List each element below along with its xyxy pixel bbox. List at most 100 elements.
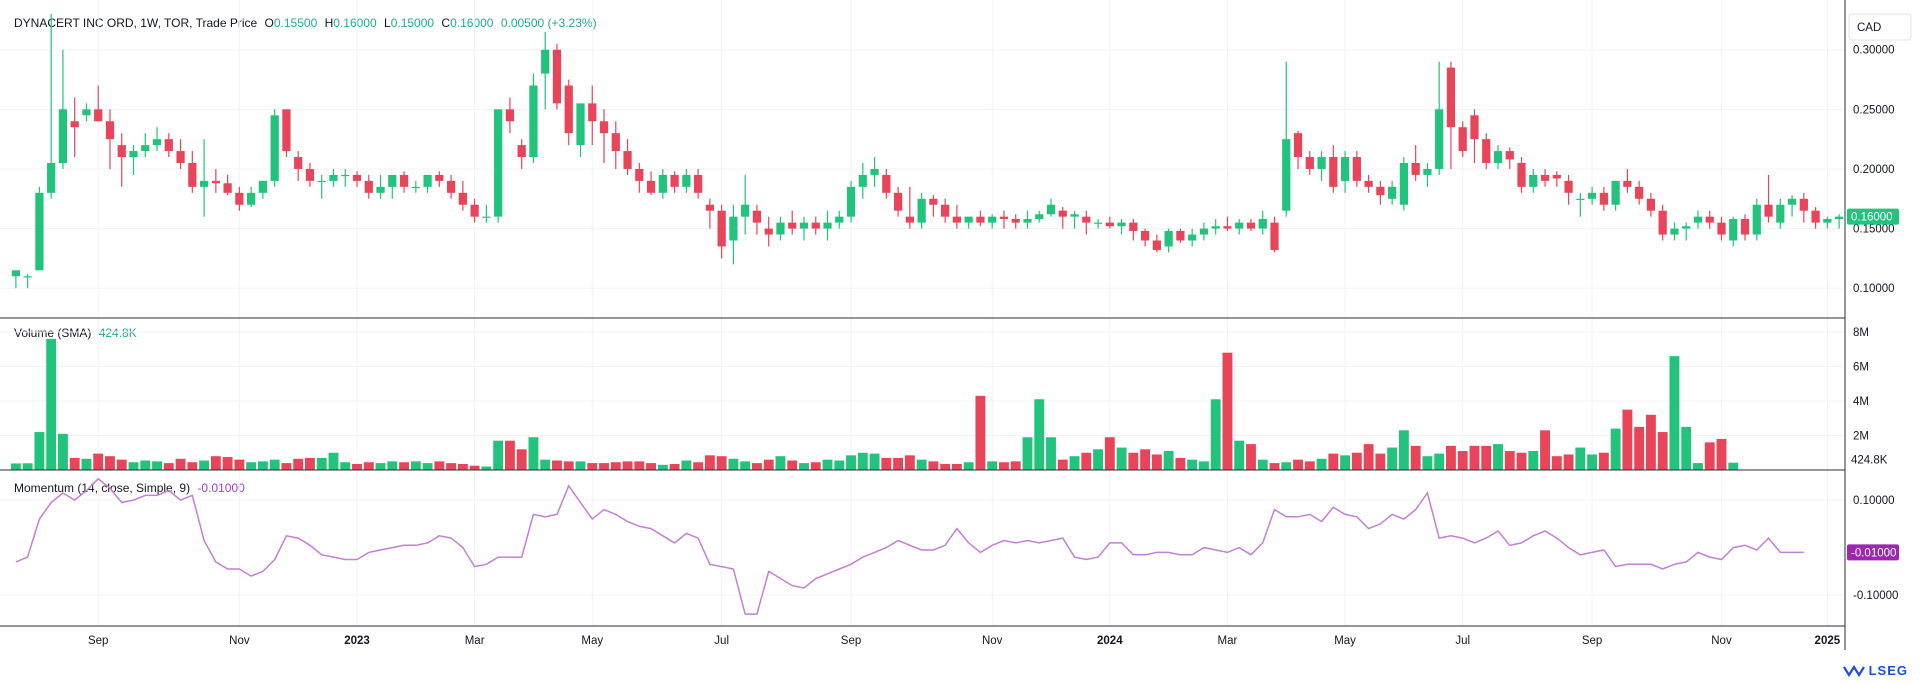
candle[interactable] (1446, 61, 1456, 169)
volume-bar[interactable] (69, 457, 80, 470)
volume-bar[interactable] (1328, 453, 1339, 470)
volume-bar[interactable] (469, 465, 480, 470)
volume-bar[interactable] (1198, 461, 1209, 470)
candle[interactable] (1293, 130, 1303, 169)
candle[interactable] (341, 168, 350, 187)
volume-bar[interactable] (434, 461, 445, 470)
volume-bar[interactable] (128, 462, 139, 470)
candle[interactable] (47, 13, 56, 199)
candle[interactable] (1470, 109, 1479, 163)
candle[interactable] (588, 85, 597, 146)
volume-bar[interactable] (1728, 462, 1739, 470)
candle[interactable] (399, 171, 409, 193)
candle[interactable] (58, 49, 68, 169)
candle[interactable] (1799, 192, 1808, 223)
volume-bar[interactable] (446, 463, 457, 470)
candle[interactable] (129, 145, 138, 175)
volume-bar[interactable] (1563, 454, 1574, 470)
volume-bar[interactable] (199, 460, 210, 470)
candle[interactable] (1705, 210, 1714, 229)
volume-bar[interactable] (610, 462, 621, 470)
volume-bar[interactable] (634, 461, 645, 470)
candle[interactable] (294, 151, 303, 181)
candle[interactable] (988, 214, 997, 229)
candle[interactable] (176, 139, 185, 169)
volume-bar[interactable] (657, 464, 668, 470)
volume-bar[interactable] (1716, 438, 1727, 470)
candle[interactable] (1117, 219, 1126, 235)
candle[interactable] (1352, 151, 1361, 187)
volume-bar[interactable] (246, 462, 257, 470)
candle[interactable] (741, 174, 750, 235)
candle[interactable] (1246, 219, 1256, 231)
candle[interactable] (1340, 151, 1350, 193)
volume-bar[interactable] (951, 463, 962, 470)
candle[interactable] (694, 168, 703, 199)
candle[interactable] (1164, 228, 1173, 253)
candle[interactable] (835, 210, 844, 229)
candle[interactable] (1764, 174, 1773, 223)
volume-bar[interactable] (152, 461, 162, 470)
volume-bar[interactable] (57, 433, 68, 470)
volume-bar[interactable] (799, 463, 809, 470)
volume-bar[interactable] (93, 453, 104, 470)
volume-bar[interactable] (1551, 456, 1562, 470)
volume-bar[interactable] (834, 460, 845, 470)
candle[interactable] (729, 204, 738, 265)
candle[interactable] (82, 103, 91, 122)
volume-bar[interactable] (1657, 432, 1668, 470)
candle[interactable] (1587, 186, 1597, 205)
candle[interactable] (1635, 180, 1644, 205)
candle[interactable] (811, 216, 820, 235)
candle[interactable] (1317, 151, 1326, 181)
volume-bar[interactable] (1669, 356, 1680, 470)
volume-bar[interactable] (1163, 451, 1174, 470)
volume-bar[interactable] (1104, 437, 1115, 470)
candle[interactable] (541, 31, 550, 110)
candle[interactable] (1140, 228, 1150, 247)
volume-bar[interactable] (1093, 449, 1104, 470)
candle[interactable] (1823, 216, 1832, 229)
volume-bar[interactable] (504, 440, 515, 470)
volume-bar[interactable] (340, 462, 351, 470)
candle[interactable] (258, 180, 268, 199)
candle[interactable] (1505, 147, 1514, 169)
candle[interactable] (411, 180, 420, 193)
volume-bar[interactable] (140, 460, 151, 470)
volume-bar[interactable] (1175, 457, 1186, 470)
candle[interactable] (1329, 145, 1338, 193)
candle[interactable] (517, 139, 526, 169)
candle[interactable] (893, 186, 903, 217)
volume-bar[interactable] (363, 462, 374, 470)
candle[interactable] (1646, 192, 1656, 217)
volume-bar[interactable] (1151, 454, 1162, 470)
candle[interactable] (776, 216, 785, 241)
volume-bar[interactable] (175, 458, 186, 470)
candle[interactable] (635, 163, 644, 193)
candle[interactable] (1787, 195, 1797, 217)
volume-bar[interactable] (22, 463, 33, 470)
candle[interactable] (870, 157, 879, 187)
candle[interactable] (1682, 222, 1691, 241)
candle[interactable] (1670, 222, 1679, 241)
volume-bar[interactable] (999, 462, 1009, 470)
volume-bar[interactable] (810, 462, 821, 470)
volume-bar[interactable] (787, 460, 798, 470)
candle[interactable] (223, 174, 232, 196)
volume-bar[interactable] (893, 457, 904, 470)
candle[interactable] (1176, 228, 1185, 243)
candle[interactable] (388, 174, 397, 199)
volume-bar[interactable] (1693, 463, 1703, 470)
volume-bar[interactable] (457, 463, 468, 470)
candle[interactable] (117, 133, 126, 187)
volume-bar[interactable] (575, 461, 586, 470)
candle[interactable] (199, 139, 209, 217)
volume-bar[interactable] (1540, 430, 1550, 470)
volume-bar[interactable] (1598, 452, 1609, 470)
volume-bar[interactable] (163, 463, 174, 470)
candle[interactable] (1223, 216, 1232, 231)
volume-bar[interactable] (1269, 463, 1280, 470)
volume-bar[interactable] (1128, 452, 1139, 470)
candle[interactable] (1717, 216, 1726, 241)
